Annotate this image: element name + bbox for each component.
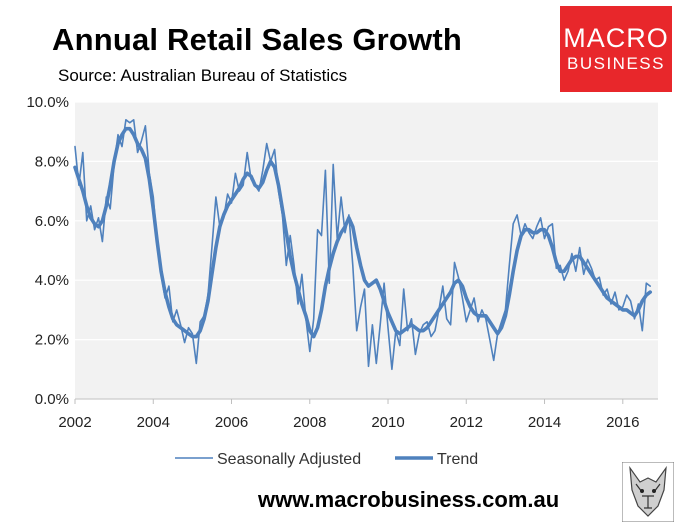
macrobusiness-logo[interactable]: MACRO BUSINESS (560, 6, 672, 92)
legend-label: Trend (437, 451, 478, 468)
series-line-seasonally-adjusted (74, 119, 651, 371)
logo-line-2: BUSINESS (567, 54, 665, 73)
chart-title: Annual Retail Sales Growth (52, 22, 463, 57)
y-tick-label: 0.0% (35, 391, 69, 408)
x-tick-label: 2010 (371, 414, 404, 431)
x-tick-label: 2012 (450, 414, 483, 431)
series-line-trend (73, 126, 652, 339)
x-tick-label: 2004 (137, 414, 170, 431)
x-tick-label: 2006 (215, 414, 248, 431)
x-tick-label: 2002 (58, 414, 91, 431)
series-lines (73, 119, 652, 371)
y-axis: 0.0% 2.0% 4.0% 6.0% 8.0% 10.0% (26, 94, 69, 408)
y-tick-label: 8.0% (35, 153, 69, 170)
legend-item-trend: Trend (395, 451, 478, 468)
y-tick-label: 2.0% (35, 332, 69, 349)
legend-label: Seasonally Adjusted (217, 451, 361, 468)
legend: Seasonally Adjusted Trend (175, 451, 478, 468)
wolf-head-icon (621, 461, 675, 523)
x-tick-label: 2016 (606, 414, 639, 431)
y-tick-label: 6.0% (35, 213, 69, 230)
x-tick-label: 2008 (293, 414, 326, 431)
y-tick-label: 4.0% (35, 272, 69, 289)
plot-area (75, 102, 658, 399)
y-tick-label: 10.0% (26, 94, 69, 111)
x-axis: 2002 2004 2006 2008 2010 2012 2014 2016 (58, 398, 658, 431)
x-tick-label: 2014 (528, 414, 561, 431)
footer-url[interactable]: www.macrobusiness.com.au (258, 487, 560, 512)
logo-line-1: MACRO (563, 23, 669, 53)
legend-item-seasonally-adjusted: Seasonally Adjusted (175, 451, 361, 468)
chart-subtitle: Source: Australian Bureau of Statistics (58, 66, 348, 85)
